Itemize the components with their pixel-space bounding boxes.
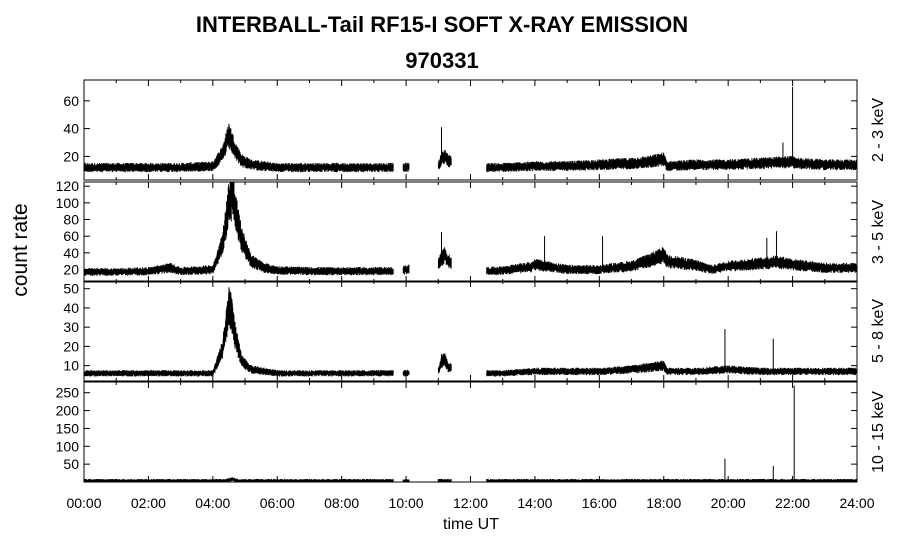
x-tick-label: 18:00 bbox=[646, 495, 681, 511]
x-tick-label: 12:00 bbox=[453, 495, 488, 511]
x-axis: 00:00 02:00 04:00 06:00 08:00 10:00 12:00 14:00… bbox=[66, 495, 874, 511]
panel-energy-label: 10 - 15 keV bbox=[870, 391, 887, 473]
x-tick-label: 04:00 bbox=[195, 495, 230, 511]
y-tick-label: 200 bbox=[56, 403, 80, 419]
y-tick-label: 120 bbox=[56, 178, 80, 194]
x-tick-label: 00:00 bbox=[66, 495, 101, 511]
y-tick-label: 250 bbox=[56, 385, 80, 401]
x-tick-label: 14:00 bbox=[517, 495, 552, 511]
panel-energy-label: 2 - 3 keV bbox=[870, 98, 887, 162]
series-3-trace bbox=[83, 287, 858, 377]
x-axis-label: time UT bbox=[443, 516, 499, 533]
y-tick-label: 100 bbox=[56, 195, 80, 211]
chart-title: INTERBALL-Tail RF15-I SOFT X-RAY EMISSIO… bbox=[195, 12, 689, 37]
y-tick-label: 60 bbox=[63, 93, 79, 109]
x-tick-label: 08:00 bbox=[324, 495, 359, 511]
y-tick-label: 10 bbox=[63, 358, 79, 374]
y-tick-label: 20 bbox=[63, 338, 79, 354]
x-tick-label: 24:00 bbox=[839, 495, 874, 511]
y-axis-label: count rate bbox=[9, 203, 32, 296]
x-tick-label: 06:00 bbox=[260, 495, 295, 511]
panel-frame bbox=[83, 280, 858, 382]
x-tick-label: 20:00 bbox=[711, 495, 746, 511]
y-tick-label: 20 bbox=[63, 148, 79, 164]
y-tick-label: 150 bbox=[56, 420, 80, 436]
panel-frame bbox=[83, 381, 858, 483]
panel-1: 20 40 60 2 - 3 keV bbox=[63, 79, 887, 181]
y-tick-label: 40 bbox=[63, 121, 79, 137]
y-tick-label: 80 bbox=[63, 212, 79, 228]
y-tick-label: 20 bbox=[63, 262, 79, 278]
x-tick-label: 22:00 bbox=[775, 495, 810, 511]
y-tick-label: 50 bbox=[63, 281, 79, 297]
panel-3: 10 20 30 40 50 5 - 8 keV bbox=[63, 280, 887, 382]
series-2-trace bbox=[83, 182, 858, 276]
y-tick-label: 40 bbox=[63, 245, 79, 261]
chart-subtitle: 970331 bbox=[405, 48, 479, 73]
panel-energy-label: 3 - 5 keV bbox=[870, 200, 887, 264]
y-tick-label: 40 bbox=[63, 300, 79, 316]
panel-energy-label: 5 - 8 keV bbox=[870, 299, 887, 363]
series-1-trace bbox=[83, 123, 858, 173]
y-tick-label: 30 bbox=[63, 319, 79, 335]
y-tick-label: 50 bbox=[63, 456, 79, 472]
y-tick-label: 100 bbox=[56, 438, 80, 454]
x-tick-label: 02:00 bbox=[131, 495, 166, 511]
x-tick-label: 10:00 bbox=[389, 495, 424, 511]
x-tick-label: 16:00 bbox=[582, 495, 617, 511]
y-tick-label: 60 bbox=[63, 228, 79, 244]
